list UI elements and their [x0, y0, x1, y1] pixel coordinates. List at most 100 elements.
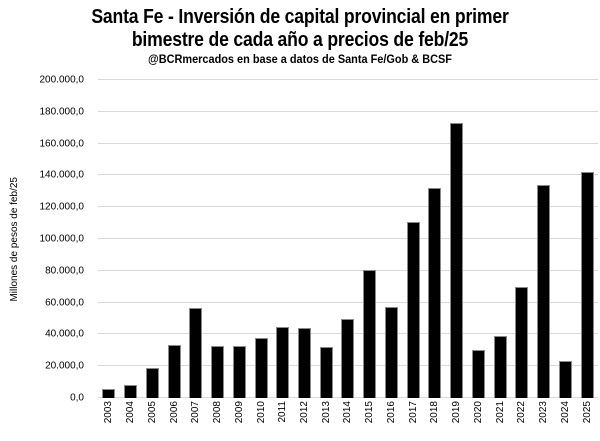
chart-title-line-2: bimestre de cada año a precios de feb/25: [131, 29, 469, 51]
x-tick-label-2018: 2018: [429, 401, 441, 424]
y-tick-label-180000: 180.000,0: [39, 106, 85, 118]
bar-slot-2007: [185, 80, 207, 398]
x-tick-label-2009: 2009: [233, 401, 245, 424]
bar-slot-2011: [272, 80, 294, 398]
x-tick-label-2016: 2016: [385, 401, 397, 424]
bar-2004: [124, 385, 138, 398]
x-tick-label-2003: 2003: [103, 401, 115, 424]
bar-slot-2021: [489, 80, 511, 398]
bar-2007: [189, 308, 203, 398]
x-label-slot-2023: 2023: [533, 401, 555, 437]
bar-slot-2004: [120, 80, 142, 398]
y-tick-label-120000: 120.000,0: [39, 201, 85, 213]
x-tick-label-2023: 2023: [538, 401, 550, 424]
chart-title-line-1: Santa Fe - Inversión de capital provinci…: [91, 6, 509, 28]
x-tick-label-2014: 2014: [342, 401, 354, 424]
x-label-slot-2015: 2015: [359, 401, 381, 437]
bar-slot-2015: [359, 80, 381, 398]
x-tick-label-2015: 2015: [364, 401, 376, 424]
bar-2005: [145, 367, 159, 398]
bar-slot-2024: [554, 80, 576, 398]
bar-slot-2009: [228, 80, 250, 398]
bar-2024: [558, 361, 572, 398]
gridline-120000: [98, 206, 598, 208]
x-tick-label-2021: 2021: [494, 401, 506, 424]
x-label-slot-2018: 2018: [424, 401, 446, 437]
bar-slot-2025: [576, 80, 598, 398]
x-tick-label-2022: 2022: [516, 401, 528, 424]
y-tick-label-160000: 160.000,0: [39, 138, 85, 150]
bar-2023: [537, 184, 551, 398]
x-label-slot-2017: 2017: [402, 401, 424, 437]
bar-2013: [319, 347, 333, 398]
x-tick-label-2012: 2012: [298, 401, 310, 424]
x-tick-label-2020: 2020: [472, 401, 484, 424]
x-label-slot-2021: 2021: [489, 401, 511, 437]
chart-subtitle: @BCRmercados en base a datos de Santa Fe…: [148, 54, 452, 66]
x-label-slot-2012: 2012: [294, 401, 316, 437]
bar-slot-2008: [207, 80, 229, 398]
x-label-slot-2014: 2014: [337, 401, 359, 437]
bar-2016: [384, 307, 398, 398]
x-tick-label-2006: 2006: [168, 401, 180, 424]
x-tick-label-2010: 2010: [255, 401, 267, 424]
x-tick-label-2025: 2025: [581, 401, 593, 424]
chart-header: Santa Fe - Inversión de capital provinci…: [0, 6, 600, 66]
x-tick-label-2017: 2017: [407, 401, 419, 424]
gridline-80000: [98, 269, 598, 271]
bar-2020: [471, 349, 485, 398]
bar-slot-2012: [294, 80, 316, 398]
y-tick-label-20000: 20.000,0: [45, 360, 84, 372]
bar-2025: [580, 172, 594, 398]
bar-2003: [102, 389, 116, 398]
bar-slot-2020: [467, 80, 489, 398]
x-label-slot-2020: 2020: [467, 401, 489, 437]
bar-slot-2016: [381, 80, 403, 398]
bar-2015: [363, 270, 377, 398]
x-label-slot-2013: 2013: [315, 401, 337, 437]
bar-slot-2018: [424, 80, 446, 398]
y-axis-labels: 0,0 20.000,0 40.000,0 60.000,0 80.000,0 100.0…: [0, 75, 90, 404]
bar-slot-2023: [533, 80, 555, 398]
x-label-slot-2024: 2024: [554, 401, 576, 437]
x-axis-labels: 2003 2004 2005 2006 2007 2008 2009 2010 2011 2012…: [98, 401, 598, 437]
bar-2006: [167, 344, 181, 398]
bar-2021: [493, 336, 507, 398]
y-tick-label-100000: 100.000,0: [39, 233, 85, 245]
y-tick-label-60000: 60.000,0: [45, 297, 84, 309]
x-tick-label-2019: 2019: [451, 401, 463, 424]
x-label-slot-2008: 2008: [207, 401, 229, 437]
bar-slot-2005: [141, 80, 163, 398]
x-tick-label-2008: 2008: [212, 401, 224, 424]
x-tick-label-2005: 2005: [146, 401, 158, 424]
x-tick-label-2004: 2004: [125, 401, 137, 424]
x-label-slot-2006: 2006: [163, 401, 185, 437]
y-tick-label-140000: 140.000,0: [39, 169, 85, 181]
gridline-100000: [98, 238, 598, 239]
bar-slot-2010: [250, 80, 272, 398]
bar-2014: [341, 318, 355, 398]
gridline-160000: [98, 142, 598, 144]
bar-2009: [232, 346, 246, 398]
bar-slot-2022: [511, 80, 533, 398]
bar-slot-2014: [337, 80, 359, 398]
x-tick-label-2013: 2013: [320, 401, 332, 424]
bar-2018: [428, 188, 442, 398]
bar-slot-2017: [402, 80, 424, 398]
x-label-slot-2003: 2003: [98, 401, 120, 437]
gridline-180000: [98, 110, 598, 112]
bar-2012: [297, 328, 311, 398]
gridline-60000: [98, 301, 598, 303]
bar-2008: [211, 345, 225, 398]
x-tick-label-2024: 2024: [559, 401, 571, 424]
x-tick-label-2011: 2011: [277, 401, 289, 423]
x-label-slot-2011: 2011: [272, 401, 294, 437]
y-tick-label-0: 0,0: [70, 392, 84, 404]
bar-2022: [515, 286, 529, 398]
bar-slot-2013: [315, 80, 337, 398]
x-label-slot-2004: 2004: [120, 401, 142, 437]
bar-slot-2003: [98, 80, 120, 398]
bars-container: [98, 80, 598, 398]
x-label-slot-2016: 2016: [381, 401, 403, 437]
x-label-slot-2022: 2022: [511, 401, 533, 437]
